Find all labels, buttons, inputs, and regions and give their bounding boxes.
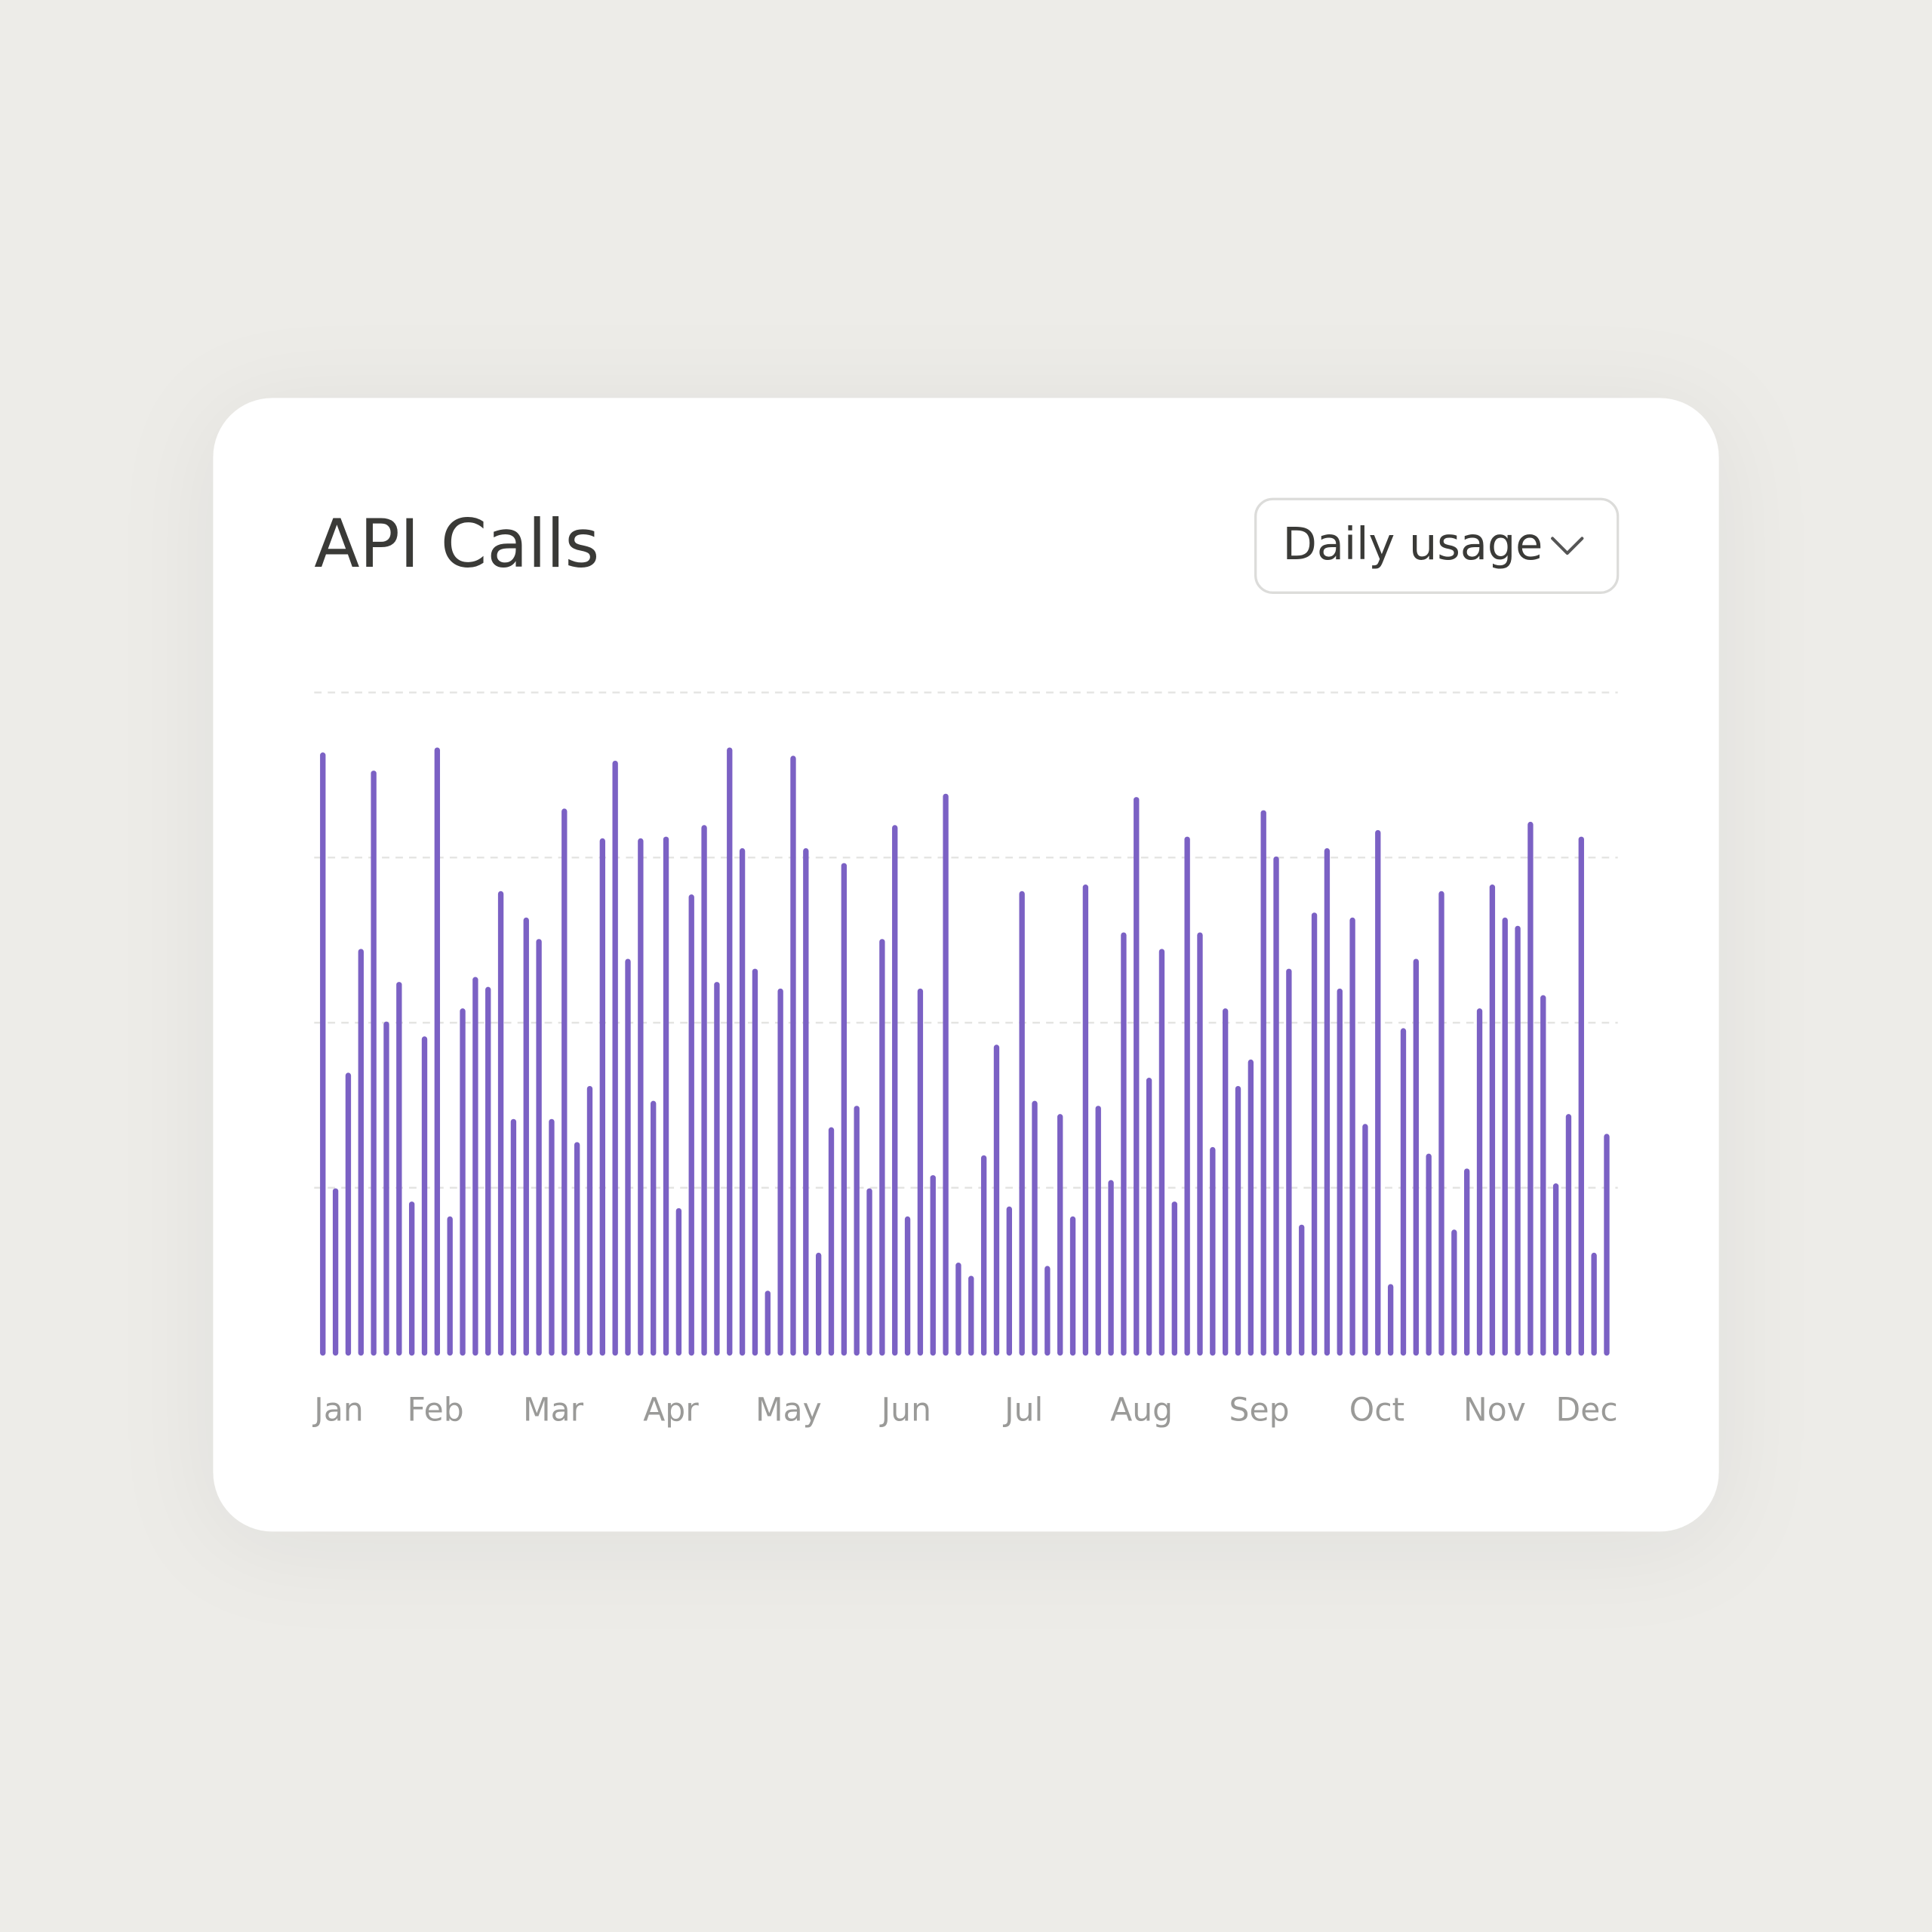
x-tick-label: Feb: [408, 1392, 464, 1429]
chart-title: API Calls: [314, 505, 599, 583]
x-tick-label: Oct: [1349, 1392, 1404, 1429]
x-tick-label: Jan: [312, 1392, 363, 1429]
dropdown-label[interactable]: Daily usage: [1283, 518, 1543, 570]
x-tick-label: Nov: [1463, 1392, 1526, 1429]
x-tick-label: Jul: [1002, 1392, 1043, 1429]
x-tick-label: Sep: [1229, 1392, 1290, 1429]
dropdown-box[interactable]: [1254, 497, 1620, 594]
x-tick-label: Mar: [523, 1392, 584, 1429]
chevron[interactable]: [1551, 537, 1584, 555]
x-tick-label: Aug: [1110, 1392, 1173, 1429]
plot: Jan Feb Mar Apr May Jun Jul Aug Sep Oct Nov Dec: [312, 691, 1618, 1429]
dropdown[interactable]: Daily usage: [1254, 497, 1620, 594]
x-tick-label: May: [755, 1392, 822, 1429]
x-tick-label: Dec: [1556, 1392, 1618, 1429]
x-tick-label: Jun: [879, 1392, 931, 1429]
x-tick-label: Apr: [643, 1392, 699, 1429]
